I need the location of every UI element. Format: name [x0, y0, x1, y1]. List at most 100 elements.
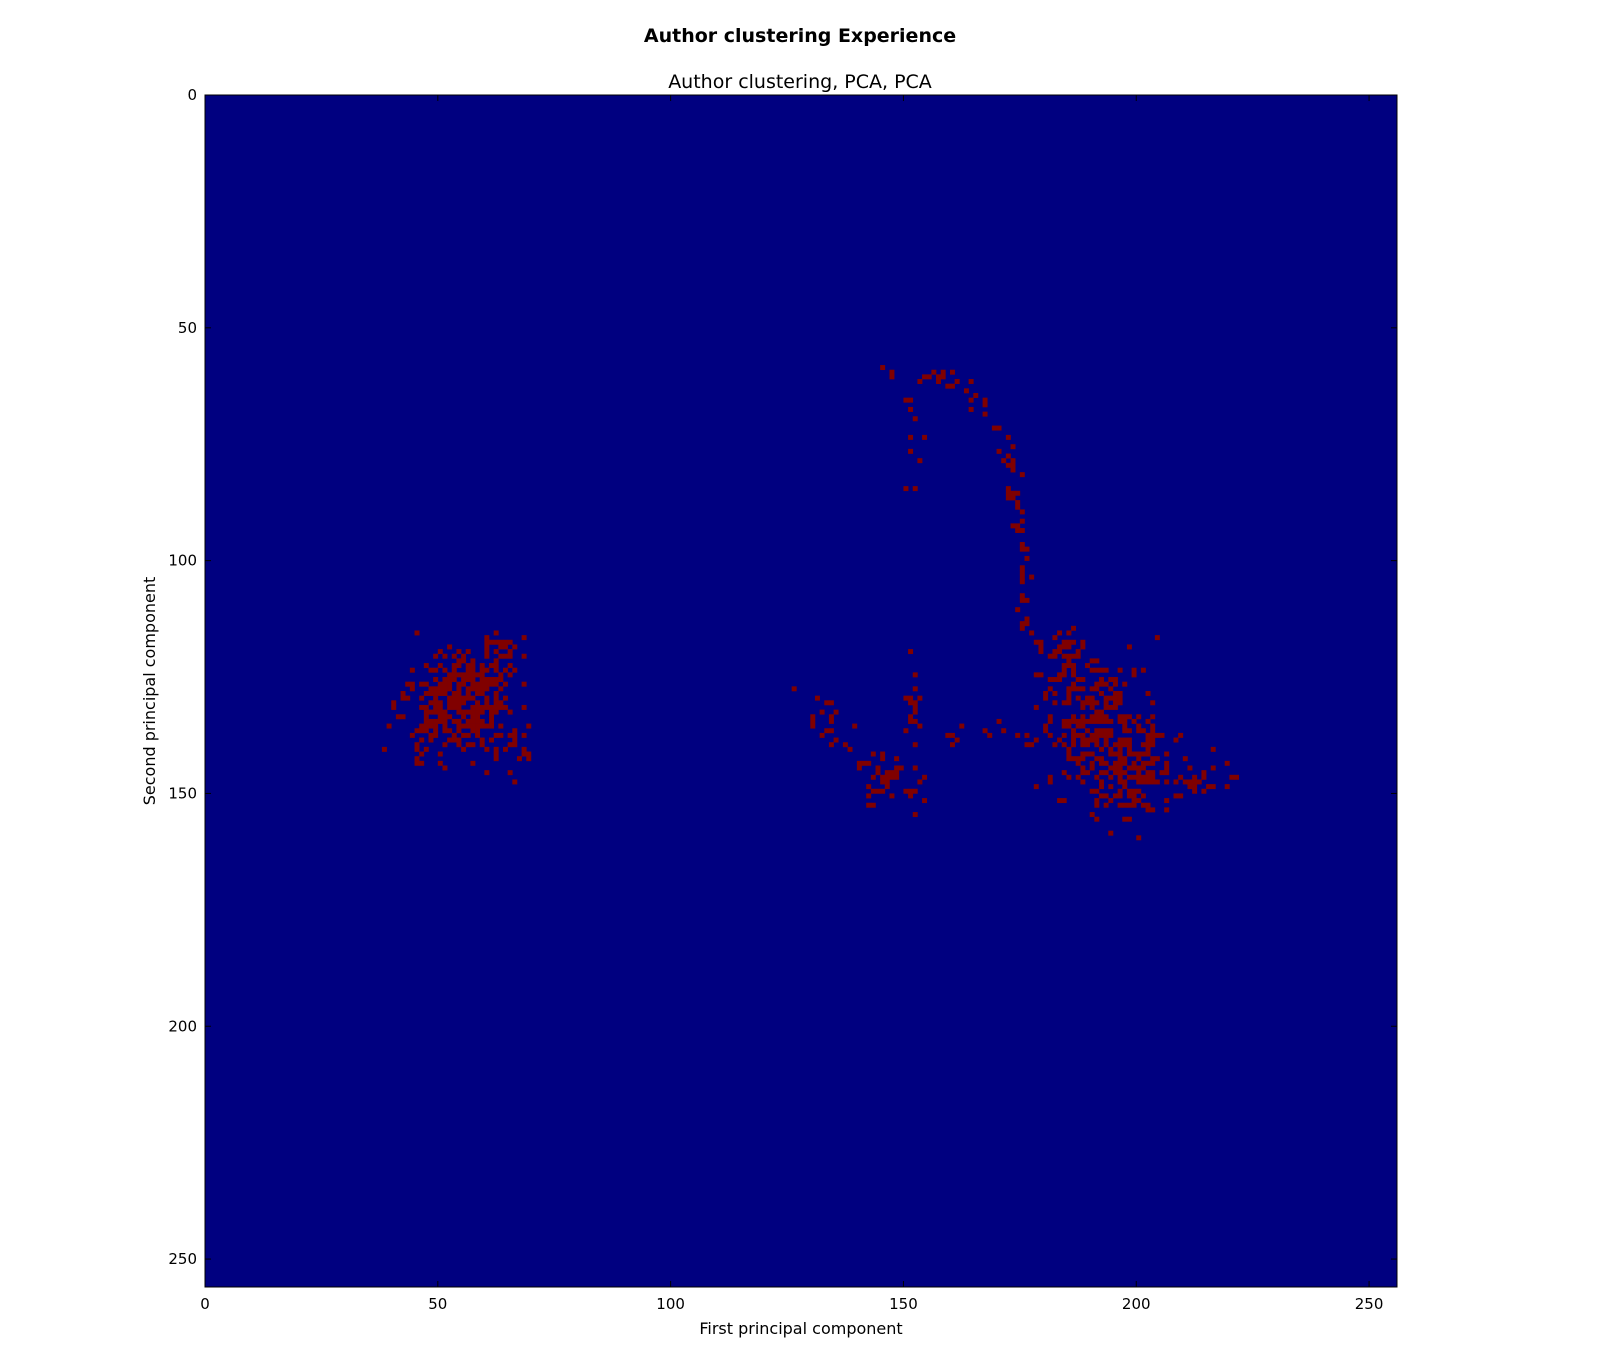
data-cell	[1136, 756, 1142, 762]
data-cell	[1066, 630, 1072, 636]
data-cell	[1071, 718, 1077, 724]
data-cell	[423, 663, 429, 669]
data-cell	[1187, 779, 1193, 785]
data-cell	[1210, 746, 1216, 752]
data-cell	[940, 374, 946, 380]
data-cell	[1019, 569, 1025, 575]
data-cell	[1187, 765, 1193, 771]
data-cell	[922, 434, 928, 440]
data-cell	[1145, 807, 1151, 813]
data-cell	[447, 695, 453, 701]
data-cell	[1112, 691, 1118, 696]
data-cell	[1150, 774, 1156, 780]
data-cell	[414, 742, 420, 748]
data-cell	[442, 653, 448, 659]
data-cell	[1103, 667, 1109, 673]
data-cell	[493, 658, 499, 664]
data-cell	[475, 714, 481, 720]
data-cell	[512, 742, 518, 748]
data-cell	[1066, 686, 1072, 692]
data-cell	[475, 700, 481, 706]
data-cell	[828, 728, 834, 734]
data-cell	[470, 718, 476, 724]
data-cell	[456, 686, 462, 692]
data-cell	[1010, 490, 1016, 496]
data-cell	[870, 802, 876, 808]
data-cell	[437, 714, 443, 720]
data-cell	[1043, 728, 1049, 734]
data-cell	[1005, 453, 1011, 459]
data-cell	[1145, 732, 1151, 738]
data-cell	[1094, 686, 1100, 692]
data-cell	[1085, 737, 1090, 743]
data-cell	[912, 704, 918, 710]
data-cell	[1178, 774, 1184, 780]
data-cell	[484, 704, 490, 710]
data-cell	[880, 779, 886, 785]
data-cell	[433, 686, 439, 692]
data-cell	[456, 742, 462, 748]
data-cell	[1192, 779, 1198, 785]
data-cell	[484, 644, 490, 650]
data-cell	[847, 746, 853, 752]
data-cell	[875, 765, 881, 771]
data-cell	[493, 677, 499, 682]
data-cell	[908, 793, 914, 799]
data-cell	[470, 760, 476, 766]
data-cell	[1089, 737, 1095, 743]
data-cell	[1136, 723, 1142, 729]
data-cell	[1145, 737, 1151, 743]
data-cell	[1126, 742, 1132, 748]
data-cell	[1103, 718, 1109, 724]
data-cell	[512, 644, 518, 650]
data-cell	[475, 723, 481, 729]
data-cell	[889, 774, 895, 780]
data-cell	[1005, 462, 1011, 468]
data-cell	[461, 658, 467, 664]
data-cell	[1066, 653, 1072, 659]
data-cell	[447, 728, 453, 734]
data-cell	[1075, 732, 1081, 738]
data-cell	[493, 630, 499, 636]
data-cell	[1052, 691, 1058, 696]
data-cell	[503, 746, 508, 752]
data-cell	[391, 700, 397, 706]
data-cell	[475, 691, 481, 696]
data-cell	[1080, 677, 1086, 682]
data-cell	[889, 770, 895, 776]
data-cell	[503, 704, 508, 710]
data-cell	[437, 663, 443, 669]
data-cell	[1108, 830, 1114, 836]
data-cell	[1061, 663, 1067, 669]
data-cell	[414, 728, 420, 734]
data-cell	[1052, 653, 1058, 659]
data-cell	[1112, 695, 1118, 701]
data-cell	[414, 760, 420, 766]
data-cell	[1150, 770, 1156, 776]
data-cell	[456, 695, 462, 701]
data-cell	[1015, 607, 1021, 613]
data-cell	[945, 383, 951, 389]
data-cell	[1103, 802, 1109, 808]
data-cell	[1103, 737, 1109, 743]
y-tick-label: 150	[168, 784, 197, 802]
data-cell	[1052, 700, 1058, 706]
data-cell	[428, 718, 434, 724]
data-cell	[1131, 793, 1137, 799]
data-cell	[1154, 635, 1160, 641]
x-tick-label: 50	[428, 1295, 447, 1313]
data-cell	[493, 681, 499, 687]
data-cell	[1019, 625, 1025, 631]
data-cell	[1145, 760, 1151, 766]
data-cell	[456, 728, 462, 734]
data-cell	[870, 774, 876, 780]
data-cell	[1071, 686, 1077, 692]
data-cell	[833, 709, 839, 715]
data-cell	[1071, 653, 1077, 659]
data-cell	[461, 653, 467, 659]
data-cell	[1075, 718, 1081, 724]
data-cell	[433, 691, 439, 696]
data-cell	[917, 458, 923, 464]
data-cell	[1061, 770, 1067, 776]
data-cell	[870, 751, 876, 757]
